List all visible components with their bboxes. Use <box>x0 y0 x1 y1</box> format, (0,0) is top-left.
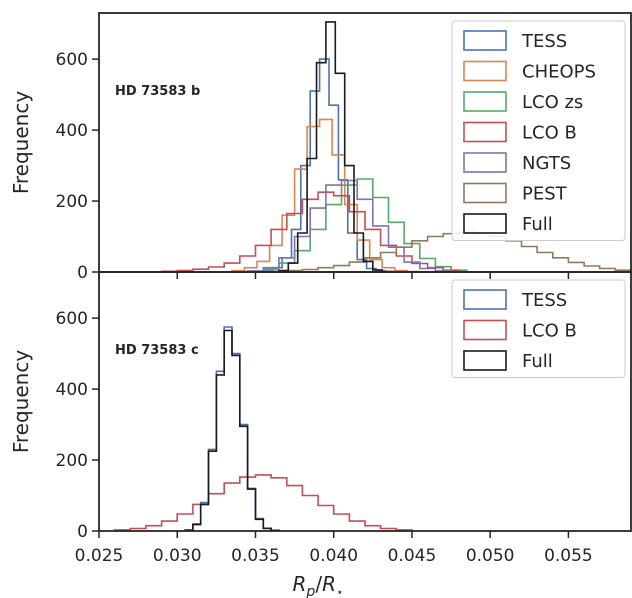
x-tick-label: 0.050 <box>466 546 515 566</box>
legend-swatch <box>463 350 507 371</box>
legend-label: PEST <box>522 184 568 205</box>
y-tick-label: 200 <box>56 451 88 471</box>
y-tick-label: 0 <box>77 522 88 542</box>
histogram-lco-b <box>160 191 460 273</box>
y-tick-label: 400 <box>56 380 88 400</box>
x-tick-label: 0.025 <box>75 546 124 566</box>
x-axis-label-main: R <box>293 572 307 596</box>
histogram-tess <box>262 58 396 273</box>
histogram-tess <box>184 326 280 532</box>
legend-label: CHEOPS <box>522 62 596 83</box>
histogram-ngts <box>246 179 452 272</box>
x-tick-label: 0.040 <box>309 546 358 566</box>
histogram-pest <box>270 231 632 273</box>
x-axis-label-sub2: ⋆ <box>336 585 344 598</box>
series-layer <box>113 326 413 532</box>
x-axis-label: Rp/R⋆ <box>293 572 344 598</box>
legend-label: LCO B <box>522 123 577 144</box>
legend-label: NGTS <box>522 153 571 174</box>
legend-swatch <box>463 182 507 204</box>
x-tick-label: 0.035 <box>231 546 280 566</box>
legend-swatch <box>463 289 507 310</box>
legend-swatch <box>463 60 507 82</box>
legend: TESS LCO B Full <box>451 279 626 378</box>
x-axis-label-sub: p <box>305 584 315 598</box>
histogram-full <box>278 21 393 273</box>
tick-layer: 0 200 400 600 0.025 0.030 0.035 0.040 0.045 0.050… <box>56 309 593 566</box>
legend-swatch <box>463 30 507 51</box>
legend-swatch <box>463 121 507 143</box>
panel-hd-73583-b: 0 200 400 600 HD 73583 b Frequency TESS CHEO… <box>9 12 632 283</box>
x-axis-label-main2: R <box>322 572 336 596</box>
x-tick-label: 0.030 <box>153 546 202 566</box>
legend-label: LCO zs <box>522 92 583 113</box>
y-tick-label: 0 <box>77 263 88 283</box>
legend-swatch <box>463 91 507 112</box>
panel-hd-73583-c: 0 200 400 600 0.025 0.030 0.035 0.040 0.045 0.050… <box>9 271 632 566</box>
y-axis-label: Frequency <box>9 350 33 453</box>
legend-swatch <box>463 213 507 234</box>
legend: TESS CHEOPS LCO zs LCO B NGTS PEST Full <box>451 20 626 241</box>
axes-frame <box>98 271 632 532</box>
y-tick-label: 200 <box>56 192 88 212</box>
tick-layer: 0 200 400 600 <box>56 50 570 283</box>
x-axis-label-slash: / <box>315 572 322 596</box>
histogram-lco-b <box>113 474 413 531</box>
y-axis-label: Frequency <box>9 91 33 194</box>
legend-box <box>451 20 626 241</box>
legend-label: LCO B <box>522 321 577 342</box>
legend-label: Full <box>522 351 553 372</box>
legend-label: TESS <box>521 290 567 311</box>
y-tick-label: 600 <box>56 50 88 70</box>
legend-swatch <box>463 319 507 341</box>
panel-annotation: HD 73583 c <box>115 343 199 358</box>
legend-label: Full <box>522 214 553 235</box>
x-tick-label: 0.045 <box>388 546 437 566</box>
series-layer <box>160 21 632 273</box>
legend-swatch <box>463 152 507 173</box>
histogram-full <box>184 329 280 532</box>
y-tick-label: 600 <box>56 309 88 329</box>
histogram-cheops <box>231 118 421 273</box>
y-tick-label: 400 <box>56 121 88 141</box>
legend-label: TESS <box>521 31 567 52</box>
panel-annotation: HD 73583 b <box>115 84 200 99</box>
x-tick-label: 0.055 <box>544 546 593 566</box>
legend-box <box>451 279 626 378</box>
